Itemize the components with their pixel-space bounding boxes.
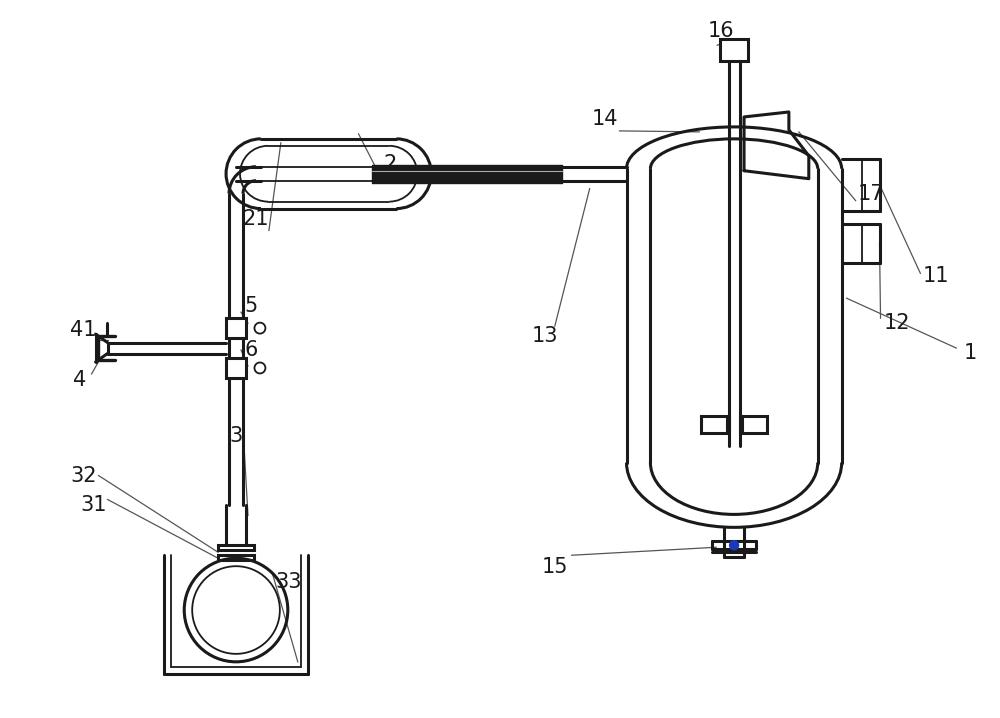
Circle shape (254, 363, 265, 373)
Bar (218, 555, 254, 560)
Text: 41: 41 (70, 320, 97, 340)
Text: 3: 3 (229, 426, 243, 446)
Text: 21: 21 (243, 208, 269, 228)
Text: 17: 17 (857, 184, 884, 204)
Text: 11: 11 (923, 266, 950, 286)
Text: 5: 5 (244, 297, 258, 316)
Text: 16: 16 (708, 22, 734, 41)
Bar (218, 545, 254, 550)
Bar (742, 416, 767, 433)
Text: 33: 33 (276, 572, 302, 592)
Text: 15: 15 (542, 557, 568, 577)
Circle shape (730, 541, 739, 550)
Text: 32: 32 (70, 465, 97, 485)
Text: 14: 14 (591, 109, 618, 129)
Bar (720, 39, 748, 61)
Text: 31: 31 (80, 495, 107, 516)
Bar (226, 358, 246, 378)
Text: 12: 12 (883, 313, 910, 333)
Text: 1: 1 (964, 343, 977, 363)
Text: 13: 13 (532, 326, 558, 346)
Bar (226, 318, 246, 338)
Circle shape (254, 322, 265, 334)
Text: 4: 4 (73, 370, 86, 390)
Text: 2: 2 (384, 154, 397, 174)
Text: 6: 6 (244, 340, 258, 360)
Bar (701, 416, 727, 433)
